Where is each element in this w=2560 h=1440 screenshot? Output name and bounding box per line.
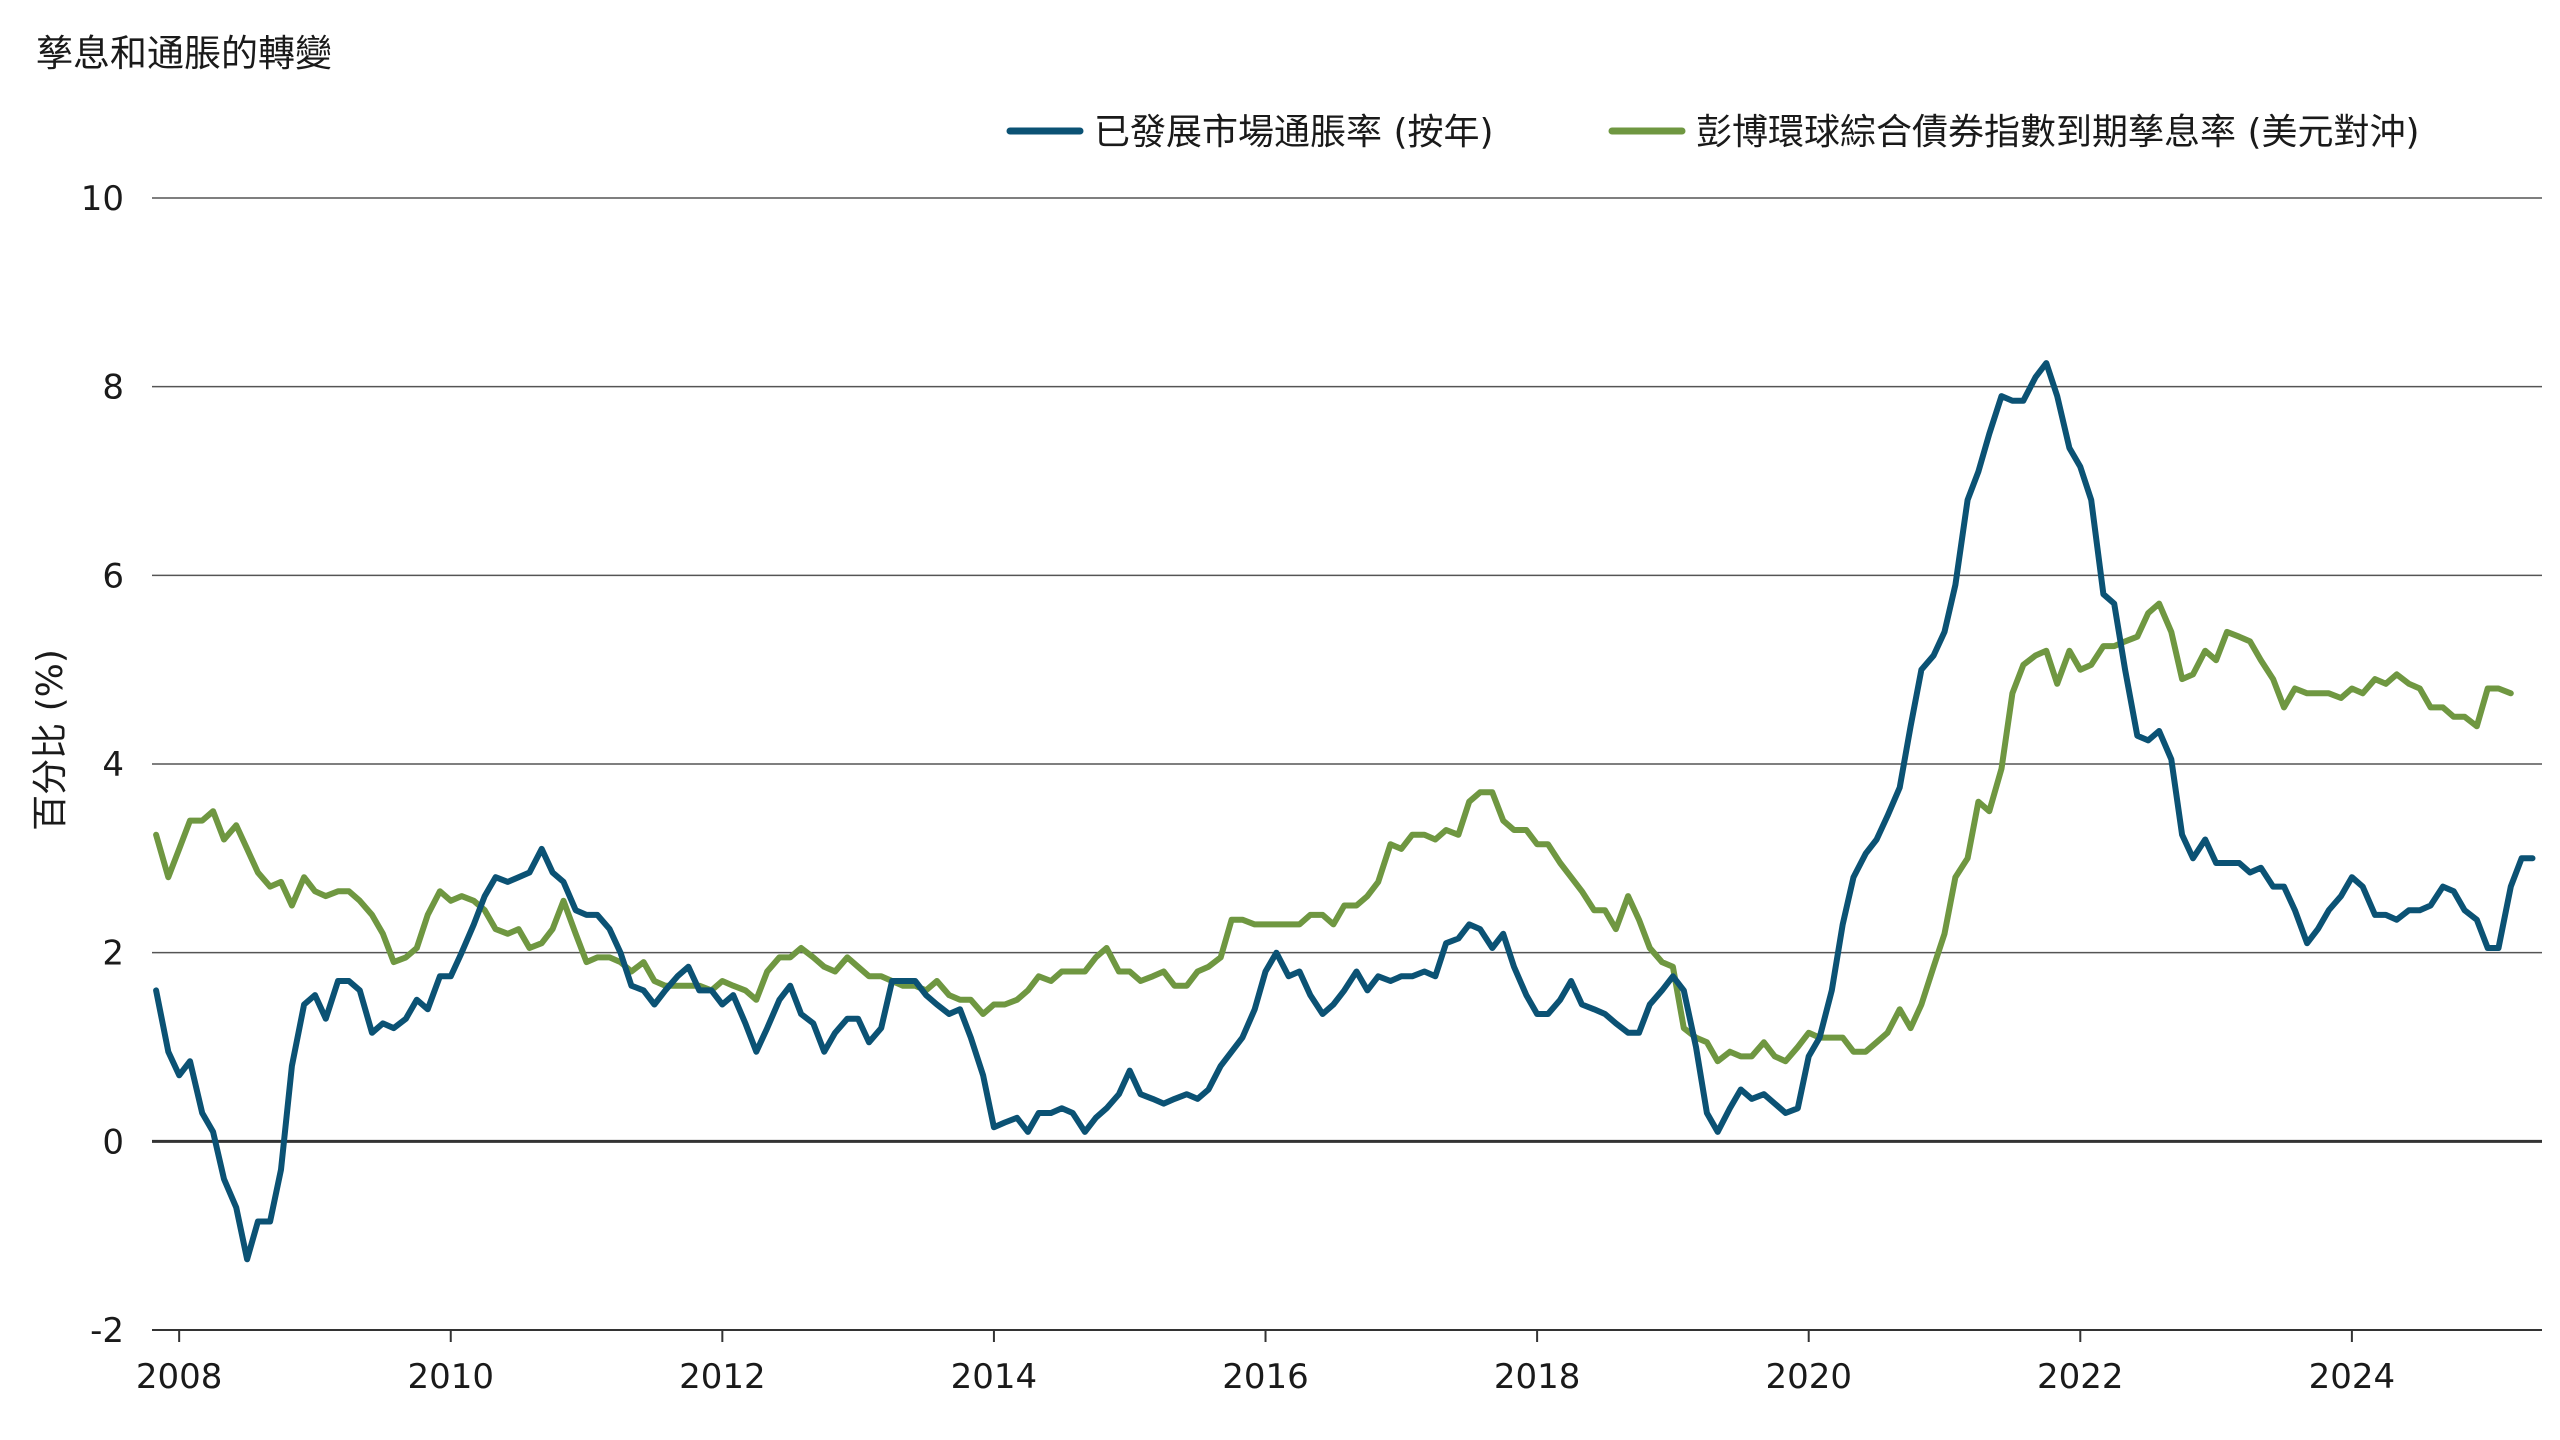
y-tick-labels: 10 8 6 4 2 0 -2 (81, 179, 124, 1351)
x-tick-label: 2012 (679, 1357, 766, 1397)
x-tick-label: 2016 (1222, 1357, 1309, 1397)
legend-label-series-1: 已發展市場通脹率 (按年) (1094, 112, 1494, 153)
y-tick-label: -2 (90, 1311, 124, 1351)
y-tick-label: 2 (102, 934, 124, 974)
x-tick-label: 2018 (1494, 1357, 1581, 1397)
series-line-2 (153, 600, 2514, 1065)
chart-title: 孳息和通脹的轉變 (36, 32, 332, 75)
x-tick-label: 2008 (136, 1357, 223, 1397)
y-tick-label: 4 (102, 745, 124, 785)
y-tick-label: 0 (102, 1122, 124, 1162)
series-line-1 (153, 360, 2536, 1263)
y-axis-label: 百分比 (%) (30, 649, 71, 831)
legend-label-series-2: 彭博環球綜合債券指數到期孳息率 (美元對沖) (1696, 112, 2420, 153)
x-tick-label: 2014 (951, 1357, 1038, 1397)
x-tick-label: 2020 (1765, 1357, 1852, 1397)
gridlines (152, 197, 2542, 1331)
y-tick-label: 6 (102, 556, 124, 596)
y-tick-label: 10 (81, 179, 124, 219)
x-tick-label: 2022 (2037, 1357, 2124, 1397)
x-tick-label: 2024 (2309, 1357, 2396, 1397)
legend: 已發展市場通脹率 (按年) 彭博環球綜合債券指數到期孳息率 (美元對沖) (1006, 112, 2420, 153)
series-lines (153, 360, 2536, 1263)
x-tick-labels: 2008 2010 2012 2014 2016 2018 2020 2022 2024 (136, 1330, 2395, 1397)
y-tick-label: 8 (102, 368, 124, 408)
x-tick-label: 2010 (407, 1357, 494, 1397)
